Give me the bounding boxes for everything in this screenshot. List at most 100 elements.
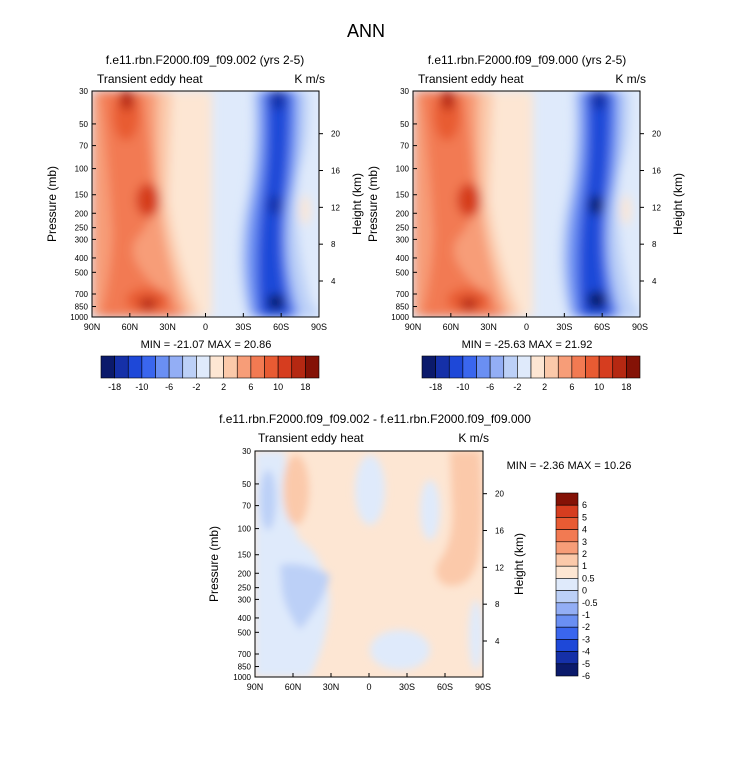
panel-3: f.e11.rbn.F2000.f09_f09.002 - f.e11.rbn.… — [207, 412, 631, 692]
y-tick-label: 30 — [79, 87, 88, 96]
field-sh-polar-positive — [300, 195, 310, 225]
field-sh-low-min — [267, 294, 285, 310]
panel-1: f.e11.rbn.F2000.f09_f09.002 (yrs 2-5) Tr… — [45, 53, 364, 392]
x-tick-label: 90N — [405, 322, 422, 332]
y2-tick-label: 4 — [652, 277, 657, 286]
y2-tick-label: 20 — [495, 490, 504, 499]
colorbar-swatch — [291, 355, 306, 379]
colorbar-swatch — [571, 355, 586, 379]
x-tick-label: 30S — [235, 322, 251, 332]
colorbar-swatch — [277, 355, 293, 379]
panel-1-subtitle-right: K m/s — [294, 72, 325, 86]
colorbar-label: -2 — [513, 382, 521, 392]
colorbar-label: -10 — [456, 382, 469, 392]
colorbar-label: -5 — [582, 659, 590, 669]
y-tick-label: 100 — [238, 525, 252, 534]
y-tick-label: 850 — [238, 663, 252, 672]
y2-tick-label: 16 — [652, 167, 661, 176]
field-sh-polar-positive — [621, 195, 631, 225]
colorbar-swatch — [544, 355, 559, 379]
panel-1-subtitle-left: Transient eddy heat — [97, 72, 203, 86]
y-tick-label: 700 — [238, 650, 252, 659]
colorbar-label: -2 — [582, 622, 590, 632]
colorbar-swatch — [196, 355, 211, 379]
panel-3-subtitle-left: Transient eddy heat — [258, 431, 364, 445]
y2-tick-label: 20 — [652, 130, 661, 139]
colorbar-label: 10 — [273, 382, 283, 392]
colorbar-label: 18 — [300, 382, 310, 392]
panel-3-title: f.e11.rbn.F2000.f09_f09.002 - f.e11.rbn.… — [219, 412, 531, 426]
colorbar-swatch — [489, 355, 505, 379]
colorbar-swatch — [182, 355, 197, 379]
y-tick-label: 400 — [238, 614, 252, 623]
colorbar-label: -18 — [108, 382, 121, 392]
colorbar-swatch — [476, 355, 491, 379]
colorbar-label: 2 — [582, 549, 587, 559]
y-tick-label: 150 — [396, 191, 410, 200]
field-diff-nh-upper-negative — [260, 470, 276, 530]
y2-tick-label: 16 — [495, 527, 504, 536]
x-tick-label: 60S — [437, 682, 453, 692]
y-tick-label: 250 — [75, 224, 89, 233]
x-tick-label: 60S — [594, 322, 610, 332]
colorbar-swatch — [598, 355, 614, 379]
colorbar-swatch — [168, 355, 184, 379]
field-diff-nh-upper-positive — [283, 455, 309, 525]
y-tick-label: 700 — [75, 290, 89, 299]
colorbar-swatch — [555, 565, 579, 579]
panel-1-title: f.e11.rbn.F2000.f09_f09.002 (yrs 2-5) — [106, 53, 305, 67]
panel-3-subtitle-right: K m/s — [458, 431, 489, 445]
colorbar-swatch — [209, 355, 224, 379]
figure-title: ANN — [347, 21, 385, 41]
x-tick-label: 0 — [366, 682, 371, 692]
y-tick-label: 300 — [75, 235, 89, 244]
y-tick-label: 400 — [396, 254, 410, 263]
x-tick-label: 0 — [524, 322, 529, 332]
colorbar-swatch — [530, 355, 545, 379]
field-sh-upper-min — [270, 91, 286, 110]
colorbar-swatch — [421, 355, 436, 379]
y-tick-label: 400 — [75, 254, 89, 263]
y-tick-label: 100 — [75, 165, 89, 174]
colorbar-label: 2 — [221, 382, 226, 392]
colorbar-label: 2 — [542, 382, 547, 392]
colorbar-swatch — [555, 590, 579, 604]
panel-3-ylabel: Pressure (mb) — [207, 526, 221, 602]
colorbar-swatch — [626, 355, 641, 379]
y-tick-label: 50 — [242, 480, 251, 489]
colorbar-label: 6 — [582, 500, 587, 510]
colorbar-swatch — [503, 355, 518, 379]
field-sh-upper-min — [591, 91, 607, 110]
colorbar-swatch — [114, 355, 129, 379]
colorbar-label: 5 — [582, 512, 587, 522]
colorbar-swatch — [555, 541, 579, 555]
colorbar-swatch — [555, 492, 579, 506]
colorbar-label: 0 — [582, 586, 587, 596]
colorbar-swatch — [555, 517, 579, 530]
x-tick-label: 0 — [203, 322, 208, 332]
y-tick-label: 200 — [238, 569, 252, 578]
colorbar-swatch — [555, 504, 579, 518]
colorbar-label: -6 — [486, 382, 494, 392]
y-tick-label: 850 — [75, 303, 89, 312]
x-tick-label: 30N — [159, 322, 176, 332]
x-tick-label: 60S — [273, 322, 289, 332]
y-tick-label: 70 — [242, 502, 251, 511]
field-nh-upper-core — [441, 91, 455, 110]
y-tick-label: 50 — [400, 120, 409, 129]
colorbar-swatch — [517, 355, 532, 379]
colorbar-label: -6 — [165, 382, 173, 392]
panel-3-min-max: MIN = -2.36 MAX = 10.26 — [507, 460, 632, 472]
panel-1-y2label: Height (km) — [350, 173, 364, 235]
panel-3-colorbar: 6 5 4 3 2 1 0.5 0 -0.5 -1 -2 -3 -4 -5 -6 — [555, 492, 598, 681]
colorbar-label: 0.5 — [582, 573, 595, 583]
x-tick-label: 90S — [475, 682, 491, 692]
y2-tick-label: 12 — [495, 563, 504, 572]
y2-tick-label: 8 — [652, 240, 657, 249]
panel-3-axes: 90N 60N 30N 0 30S 60S 90S 30 50 70 100 150 200 250 300… — [233, 447, 504, 692]
colorbar-label: -1 — [582, 610, 590, 620]
panel-2-y2label: Height (km) — [671, 173, 685, 235]
colorbar-swatch — [462, 355, 477, 379]
